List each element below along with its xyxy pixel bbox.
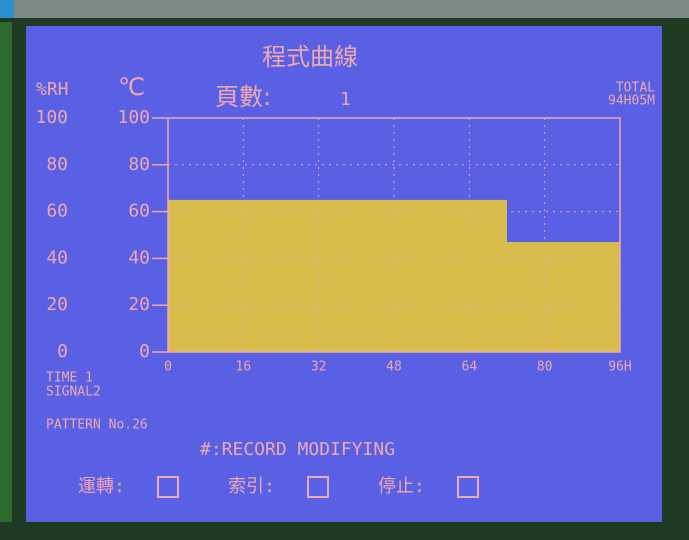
area-segment [507, 242, 620, 352]
area-segment [168, 199, 507, 352]
status: #:RECORD MODIFYING [200, 439, 395, 460]
photo-edge [0, 0, 14, 18]
y2-tick-label: 80 [128, 154, 150, 175]
y-tick-label: 20 [46, 294, 68, 315]
y2-tick-label: 0 [139, 341, 150, 362]
page-number: 1 [340, 89, 351, 110]
y2-tick-label: 60 [128, 201, 150, 222]
y2-tick-label: 100 [117, 107, 150, 128]
x-tick-label: 48 [386, 360, 402, 375]
page-label: 頁數: [215, 83, 271, 111]
checkbox [307, 476, 329, 498]
chart-title: 程式曲線 [262, 43, 358, 71]
button-label: 停止: [378, 476, 425, 497]
button-label: 索引: [228, 476, 275, 497]
x-tick-label: 32 [311, 360, 327, 375]
y2-tick-label: 40 [128, 247, 150, 268]
x-tick-label: 64 [462, 360, 478, 375]
button-label: 運轉: [78, 476, 125, 497]
checkbox [457, 476, 479, 498]
time: TIME 1 [46, 371, 93, 386]
x-tick-label: 0 [164, 360, 172, 375]
pattern: PATTERN No.26 [46, 418, 148, 433]
y-tick-label: 0 [57, 341, 68, 362]
y2-tick-label: 20 [128, 294, 150, 315]
y-tick-label: 80 [46, 154, 68, 175]
y-label: %RH [36, 79, 69, 100]
y-tick-label: 40 [46, 247, 68, 268]
total-label: TOTAL [616, 81, 655, 96]
total-value: 94H05M [608, 94, 655, 109]
x-tick-label: 16 [236, 360, 252, 375]
signal: SIGNAL2 [46, 385, 101, 400]
x-tick-label: 80 [537, 360, 553, 375]
y-tick-label: 60 [46, 201, 68, 222]
x-tick-label: 96H [608, 360, 631, 375]
checkbox [157, 476, 179, 498]
photo-left [0, 22, 12, 522]
photo-top [0, 0, 689, 18]
y-tick-label: 100 [35, 107, 68, 128]
y2-label: ℃ [118, 73, 145, 101]
